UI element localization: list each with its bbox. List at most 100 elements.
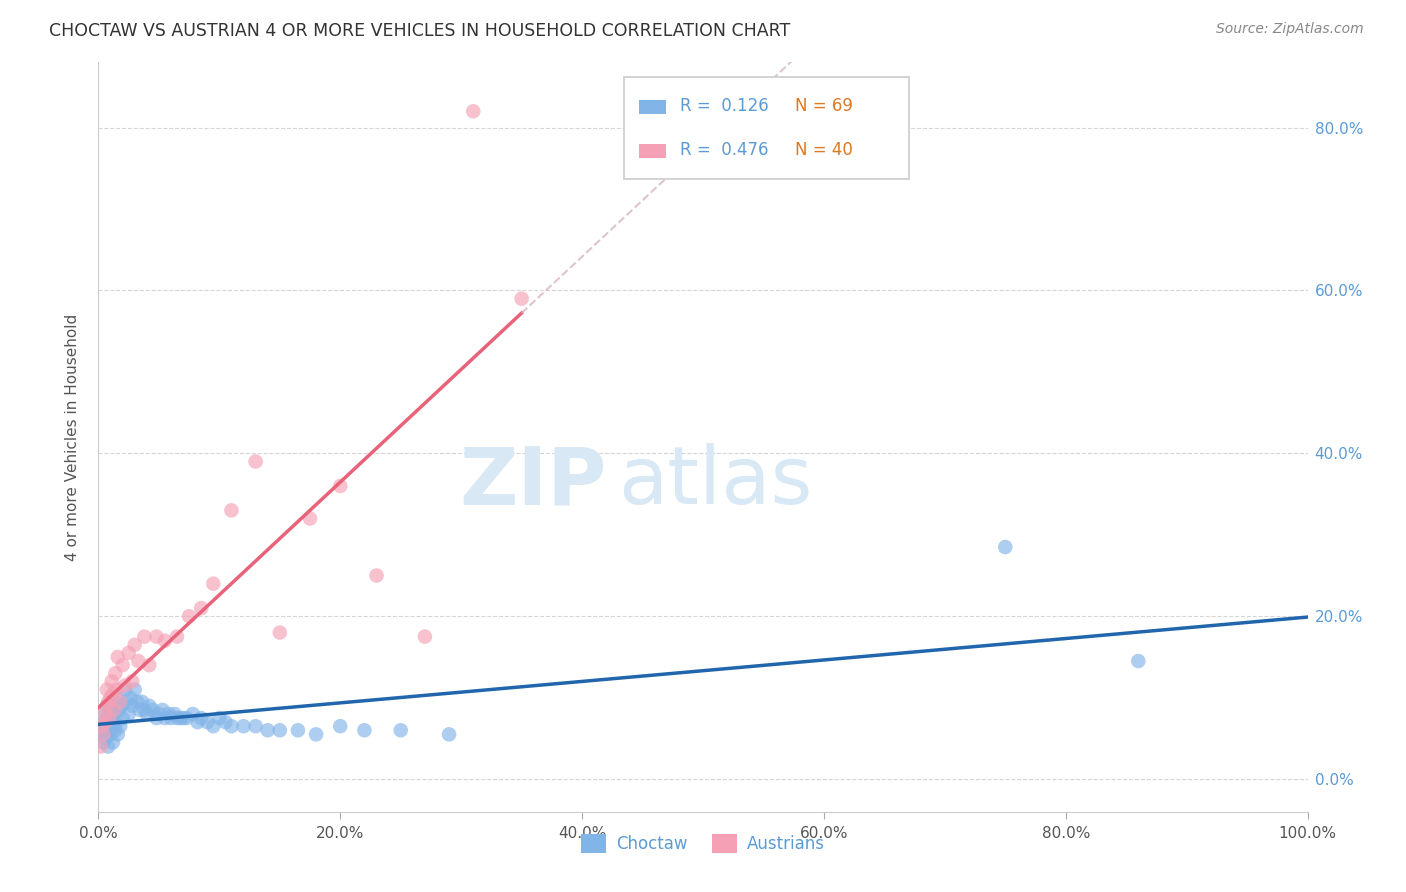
Point bbox=[166, 711, 188, 725]
Point bbox=[100, 690, 122, 705]
Point bbox=[287, 723, 309, 738]
Point bbox=[108, 695, 131, 709]
Point bbox=[232, 719, 254, 733]
Point bbox=[413, 630, 436, 644]
Point bbox=[90, 727, 112, 741]
Text: N = 40: N = 40 bbox=[794, 141, 853, 160]
Point bbox=[105, 715, 128, 730]
Point bbox=[97, 711, 120, 725]
Point bbox=[90, 739, 112, 754]
Point bbox=[105, 690, 128, 705]
Point bbox=[108, 703, 131, 717]
Text: R =  0.476: R = 0.476 bbox=[681, 141, 769, 160]
Point bbox=[118, 646, 141, 660]
Point bbox=[107, 727, 129, 741]
Point bbox=[91, 727, 114, 741]
Point bbox=[245, 719, 267, 733]
Point bbox=[145, 630, 167, 644]
Point bbox=[107, 650, 129, 665]
Point bbox=[510, 292, 533, 306]
FancyBboxPatch shape bbox=[638, 145, 665, 159]
Point bbox=[91, 723, 114, 738]
Point bbox=[131, 695, 153, 709]
Point bbox=[389, 723, 412, 738]
Point bbox=[100, 695, 122, 709]
Point bbox=[366, 568, 388, 582]
Point bbox=[96, 698, 118, 713]
Point bbox=[221, 503, 243, 517]
Point bbox=[98, 711, 121, 725]
Point bbox=[221, 719, 243, 733]
Point bbox=[100, 674, 122, 689]
Point bbox=[118, 690, 141, 705]
Point bbox=[256, 723, 278, 738]
Point bbox=[101, 687, 124, 701]
Point bbox=[214, 715, 236, 730]
Point bbox=[148, 706, 170, 721]
Text: atlas: atlas bbox=[619, 443, 813, 521]
Point bbox=[101, 715, 124, 730]
Point bbox=[329, 479, 352, 493]
Point bbox=[269, 625, 291, 640]
Point bbox=[111, 711, 134, 725]
Point bbox=[91, 735, 114, 749]
Point bbox=[187, 715, 209, 730]
Point bbox=[108, 719, 131, 733]
Point bbox=[134, 703, 156, 717]
Point bbox=[93, 706, 115, 721]
Point bbox=[135, 706, 157, 721]
Point bbox=[115, 695, 138, 709]
Point bbox=[202, 719, 225, 733]
Text: CHOCTAW VS AUSTRIAN 4 OR MORE VEHICLES IN HOUSEHOLD CORRELATION CHART: CHOCTAW VS AUSTRIAN 4 OR MORE VEHICLES I… bbox=[49, 22, 790, 40]
Point bbox=[96, 682, 118, 697]
Point bbox=[100, 703, 122, 717]
Point bbox=[437, 727, 460, 741]
Text: Source: ZipAtlas.com: Source: ZipAtlas.com bbox=[1216, 22, 1364, 37]
Point bbox=[91, 719, 114, 733]
Point bbox=[179, 609, 201, 624]
Point bbox=[97, 739, 120, 754]
Point bbox=[110, 698, 132, 713]
Point bbox=[101, 735, 124, 749]
Point bbox=[1128, 654, 1150, 668]
Point bbox=[93, 715, 115, 730]
Point bbox=[105, 682, 128, 697]
Point bbox=[124, 638, 146, 652]
Point bbox=[153, 711, 176, 725]
Point bbox=[166, 630, 188, 644]
Point bbox=[94, 715, 117, 730]
Point bbox=[463, 104, 485, 119]
Point bbox=[111, 658, 134, 673]
Point bbox=[103, 706, 125, 721]
Text: R =  0.126: R = 0.126 bbox=[681, 96, 769, 115]
Point bbox=[169, 711, 191, 725]
FancyBboxPatch shape bbox=[638, 100, 665, 114]
Point bbox=[305, 727, 328, 741]
Point bbox=[269, 723, 291, 738]
Point bbox=[172, 711, 194, 725]
Point bbox=[104, 666, 127, 681]
Point bbox=[104, 723, 127, 738]
Point bbox=[118, 706, 141, 721]
Point bbox=[994, 540, 1017, 554]
Point bbox=[114, 682, 136, 697]
Point bbox=[94, 731, 117, 746]
Point bbox=[96, 698, 118, 713]
Point bbox=[245, 454, 267, 468]
Point bbox=[94, 706, 117, 721]
Point bbox=[195, 715, 218, 730]
Point bbox=[157, 706, 180, 721]
Point bbox=[208, 711, 231, 725]
Point bbox=[353, 723, 375, 738]
Point bbox=[142, 703, 165, 717]
Point bbox=[97, 695, 120, 709]
Point bbox=[127, 654, 149, 668]
Legend: Choctaw, Austrians: Choctaw, Austrians bbox=[574, 827, 832, 860]
Point bbox=[96, 719, 118, 733]
Point bbox=[145, 711, 167, 725]
Point bbox=[202, 576, 225, 591]
Point bbox=[98, 723, 121, 738]
Point bbox=[181, 706, 204, 721]
Point bbox=[152, 703, 174, 717]
Point bbox=[299, 511, 322, 525]
